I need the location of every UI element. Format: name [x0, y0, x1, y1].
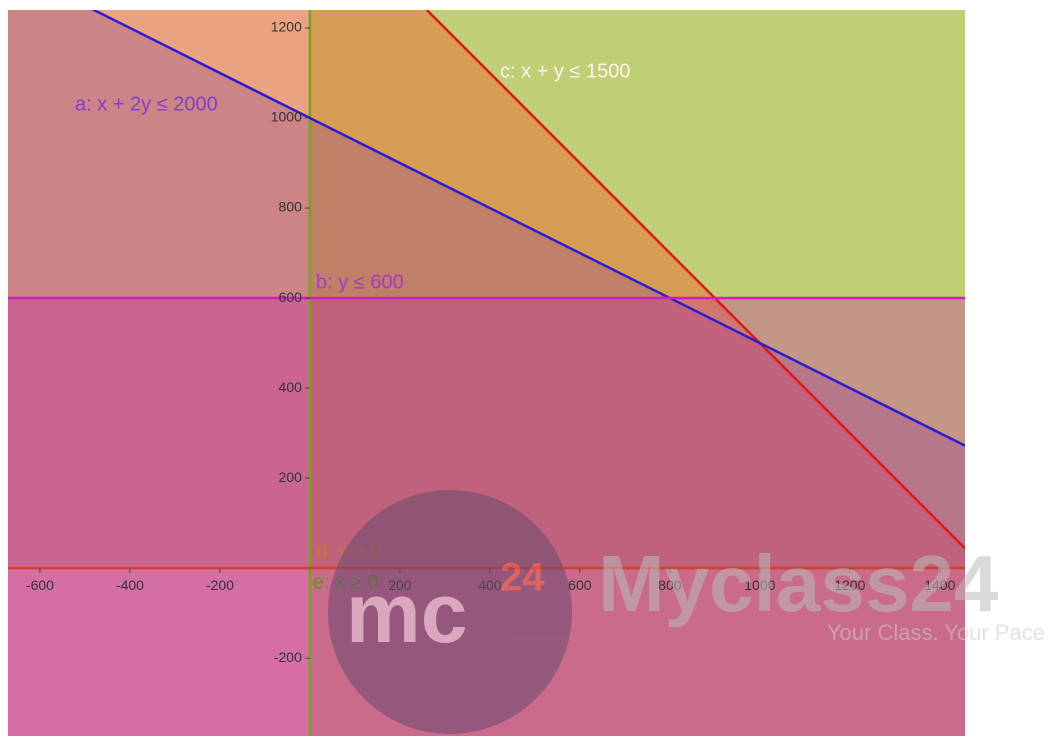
- watermark-logo-sup: 24: [500, 556, 545, 600]
- y-tick-label: 1000: [271, 109, 302, 125]
- region: [8, 10, 965, 736]
- y-tick-label: -200: [274, 649, 302, 665]
- line-label: a: x + 2y ≤ 2000: [75, 93, 218, 115]
- x-tick-label: -200: [206, 577, 234, 593]
- y-tick-label: 400: [279, 379, 303, 395]
- line-label: c: x + y ≤ 1500: [500, 60, 631, 82]
- region: [8, 10, 965, 569]
- watermark-brand: Myclass24: [598, 539, 999, 628]
- line-label: b: y ≤ 600: [316, 271, 404, 293]
- watermark-logo: mc: [346, 566, 467, 660]
- watermark-circle: [328, 490, 572, 734]
- boundary-line: [425, 10, 965, 550]
- watermark: mc 24 Myclass24 Your Class. Your Pace: [328, 490, 1045, 734]
- x-tick-label: 1000: [744, 577, 775, 593]
- y-tick-label: 1200: [271, 19, 302, 35]
- watermark-tagline: Your Class. Your Pace: [827, 620, 1045, 645]
- x-tick-label: 1400: [924, 577, 955, 593]
- y-tick-label: 600: [279, 289, 303, 305]
- boundary-line: [91, 10, 965, 447]
- x-tick-label: 1200: [834, 577, 865, 593]
- x-tick-label: 800: [658, 577, 682, 593]
- x-tick-label: 600: [568, 577, 592, 593]
- x-tick-label: -400: [116, 577, 144, 593]
- y-tick-label: 200: [279, 469, 303, 485]
- y-tick-label: 800: [279, 199, 303, 215]
- x-tick-label: -600: [26, 577, 54, 593]
- region: [8, 10, 965, 736]
